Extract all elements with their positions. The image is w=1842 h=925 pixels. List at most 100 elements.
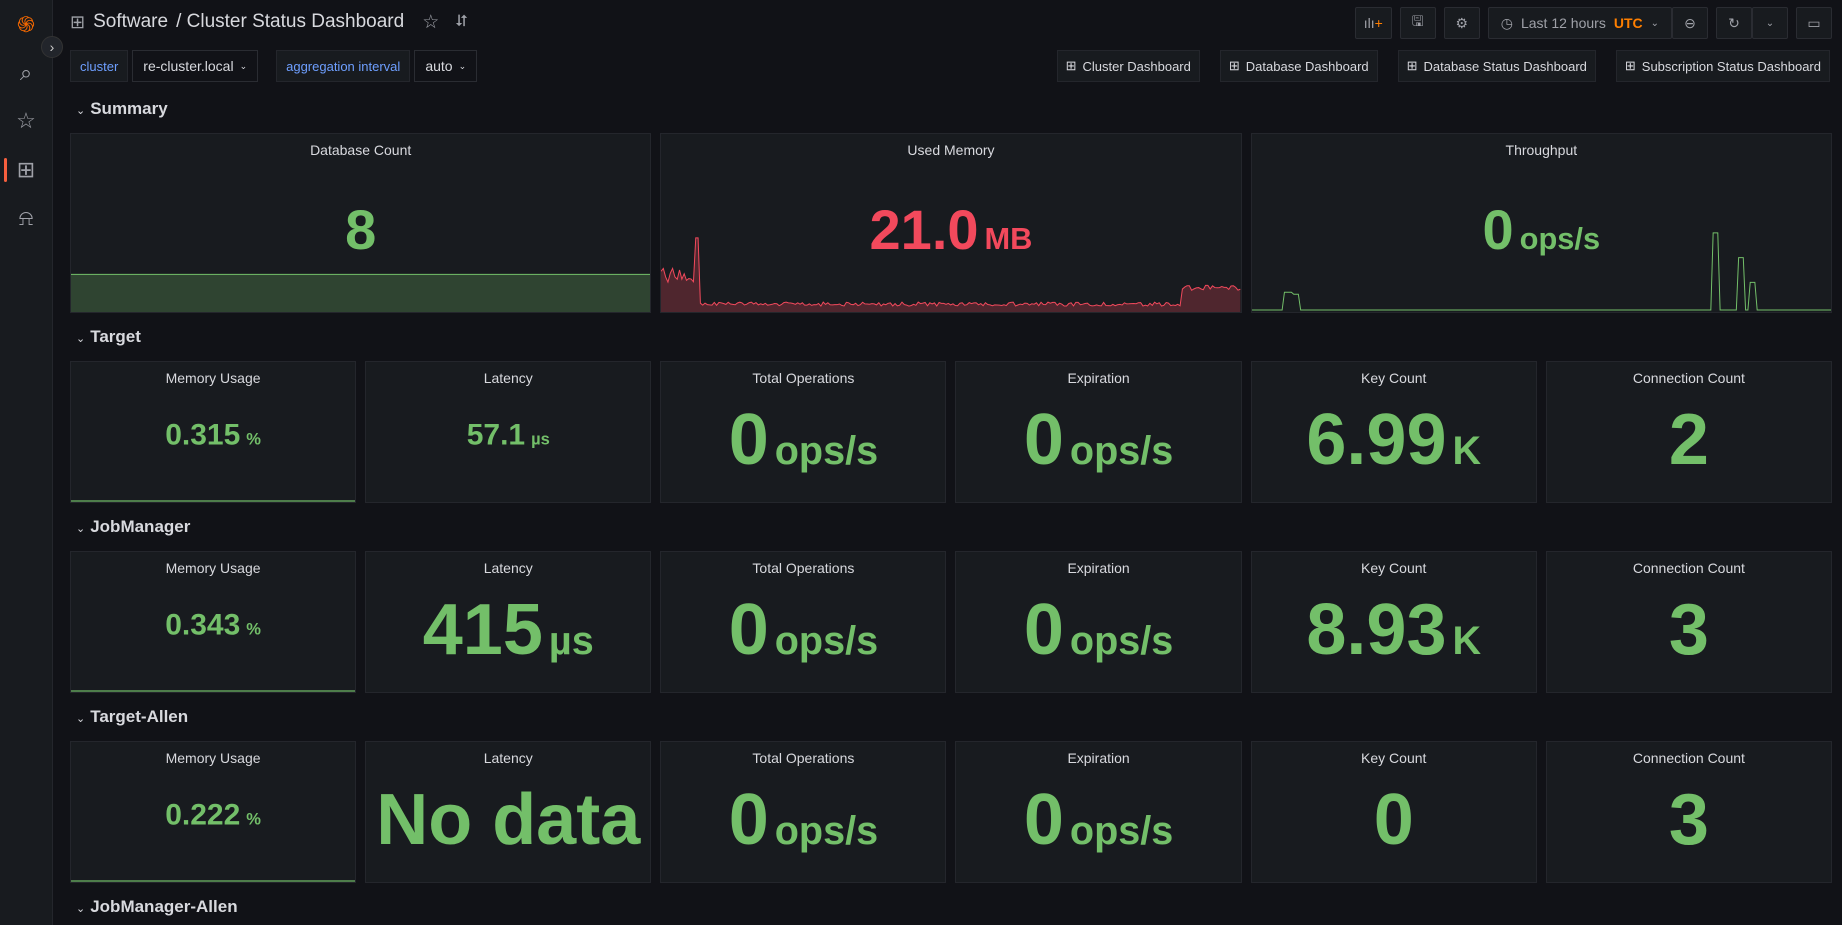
panel-expiration[interactable]: Expiration 0 ops/s [955, 361, 1241, 503]
grafana-logo-icon[interactable]: ֍ [14, 13, 38, 37]
panel-memory-usage[interactable]: Memory Usage 0.343% [70, 551, 356, 693]
link-label: Database Status Dashboard [1424, 59, 1587, 74]
panel-value: No data [366, 779, 650, 861]
interval-select[interactable]: auto ⌄ [414, 50, 477, 82]
value-number: 3 [1669, 780, 1709, 860]
panel-value: 57.1 µs [366, 418, 650, 452]
value-number: 0.315 [165, 418, 240, 451]
row-header-target[interactable]: ⌄ Target [76, 327, 141, 347]
value-unit: µs [531, 430, 550, 448]
link-label: Subscription Status Dashboard [1642, 59, 1821, 74]
variable-label-cluster: cluster [70, 50, 128, 82]
panel-value: 0 ops/s [956, 779, 1240, 861]
panel-value: 0 ops/s [661, 589, 945, 671]
dashboards-icon[interactable]: ⊞ [14, 158, 38, 182]
link-subscription-status-dashboard[interactable]: ⊞ Subscription Status Dashboard [1616, 50, 1830, 82]
value-unit: ops/s [1520, 221, 1600, 256]
dashboard-links: ⊞ Cluster Dashboard ⊞ Database Dashboard ⊞… [1057, 50, 1830, 82]
value-unit: ops/s [775, 619, 878, 663]
panel-title: Database Count [71, 142, 650, 158]
panel-title: Connection Count [1547, 560, 1831, 576]
panel-throughput[interactable]: Throughput 0 ops/s [1251, 133, 1832, 313]
sparkline-baseline [71, 500, 355, 502]
target-allen-panels: Memory Usage 0.222% Latency No data Total Op… [70, 741, 1832, 883]
time-picker[interactable]: ◷ Last 12 hours UTC ⌄ [1488, 7, 1672, 39]
panel-key-count[interactable]: Key Count 6.99 K [1251, 361, 1537, 503]
value-number: 2 [1669, 400, 1709, 480]
panel-connection-count[interactable]: Connection Count 2 [1546, 361, 1832, 503]
cluster-select[interactable]: re-cluster.local ⌄ [132, 50, 258, 82]
panel-key-count[interactable]: Key Count 8.93 K [1251, 551, 1537, 693]
chevron-down-icon: ⌄ [1651, 18, 1659, 29]
chevron-down-icon: ⌄ [76, 523, 85, 535]
panel-title: Memory Usage [71, 750, 355, 766]
add-panel-icon: ılı+ [1364, 15, 1383, 31]
panel-value: 6.99 K [1252, 399, 1536, 481]
search-icon[interactable]: ⌕ [14, 61, 38, 85]
save-button[interactable]: 🖫 [1400, 7, 1436, 39]
panel-latency[interactable]: Latency 415 µs [365, 551, 651, 693]
dashboards-icon: ⊞ [1066, 58, 1077, 74]
panel-memory-usage[interactable]: Memory Usage 0.315% [70, 361, 356, 503]
expand-sidebar-button[interactable]: › [41, 36, 63, 58]
panel-expiration[interactable]: Expiration 0 ops/s [955, 741, 1241, 883]
panel-value: 0 ops/s [956, 399, 1240, 481]
folder-link[interactable]: Software [93, 11, 168, 33]
chevron-down-icon: ⌄ [76, 713, 85, 725]
panel-title: Total Operations [661, 560, 945, 576]
panel-connection-count[interactable]: Connection Count 3 [1546, 741, 1832, 883]
panel-expiration[interactable]: Expiration 0 ops/s [955, 551, 1241, 693]
row-title: JobManager-Allen [90, 897, 237, 916]
value-number: 57.1 [467, 418, 525, 451]
timezone: UTC [1614, 15, 1643, 31]
panel-connection-count[interactable]: Connection Count 3 [1546, 551, 1832, 693]
zoom-out-button[interactable]: ⊖ [1672, 7, 1708, 39]
chevron-down-icon: ⌄ [240, 61, 248, 72]
panel-title: Expiration [956, 370, 1240, 386]
row-header-summary[interactable]: ⌄ Summary [76, 99, 168, 119]
settings-button[interactable]: ⚙ [1444, 7, 1480, 39]
value-number: 0.222 [165, 798, 240, 831]
bell-icon[interactable]: ⍾ [14, 206, 38, 230]
add-panel-button[interactable]: ılı+ [1355, 7, 1392, 39]
refresh-interval-dropdown[interactable]: ⌄ [1752, 7, 1788, 39]
link-label: Database Dashboard [1246, 59, 1369, 74]
jobmanager-panels: Memory Usage 0.343% Latency 415 µs Total Oper… [70, 551, 1832, 693]
panel-key-count[interactable]: Key Count 0 [1251, 741, 1537, 883]
zoom-out-icon: ⊖ [1684, 15, 1696, 32]
panel-total-operations[interactable]: Total Operations 0 ops/s [660, 741, 946, 883]
star-icon[interactable]: ☆ [14, 109, 38, 133]
panel-title: Expiration [956, 560, 1240, 576]
link-cluster-dashboard[interactable]: ⊞ Cluster Dashboard [1057, 50, 1200, 82]
target-panels: Memory Usage 0.315% Latency 57.1 µs Total Ope… [70, 361, 1832, 503]
cluster-value: re-cluster.local [143, 58, 233, 74]
chevron-down-icon: ⌄ [76, 333, 85, 345]
panel-total-operations[interactable]: Total Operations 0 ops/s [660, 551, 946, 693]
panel-title: Memory Usage [71, 560, 355, 576]
row-header-target-allen[interactable]: ⌄ Target-Allen [76, 707, 188, 727]
row-header-jobmanager-allen[interactable]: ⌄ JobManager-Allen [76, 897, 238, 917]
dashboards-icon: ⊞ [1407, 58, 1418, 74]
panel-title: Memory Usage [71, 370, 355, 386]
panel-total-operations[interactable]: Total Operations 0 ops/s [660, 361, 946, 503]
panel-value: 2 [1547, 399, 1831, 481]
panel-value: 0 [1252, 779, 1536, 861]
star-icon[interactable]: ☆ [422, 11, 439, 34]
link-database-dashboard[interactable]: ⊞ Database Dashboard [1220, 50, 1378, 82]
value-unit: ops/s [1070, 619, 1173, 663]
value-number: 415 [423, 590, 543, 670]
share-icon[interactable]: ⮃ [455, 13, 468, 31]
tv-mode-button[interactable]: ▭ [1796, 7, 1832, 39]
panel-latency[interactable]: Latency No data [365, 741, 651, 883]
panel-latency[interactable]: Latency 57.1 µs [365, 361, 651, 503]
sparkline-baseline [71, 880, 355, 882]
row-header-jobmanager[interactable]: ⌄ JobManager [76, 517, 190, 537]
panel-memory-usage[interactable]: Memory Usage 0.222% [70, 741, 356, 883]
panel-used-memory[interactable]: Used Memory 21.0 MB [660, 133, 1241, 313]
save-icon: 🖫 [1412, 11, 1424, 35]
value-number: 6.99 [1306, 400, 1446, 480]
value-unit: % [246, 430, 261, 448]
panel-database-count[interactable]: Database Count 8 [70, 133, 651, 313]
refresh-button[interactable]: ↻ [1716, 7, 1752, 39]
link-database-status-dashboard[interactable]: ⊞ Database Status Dashboard [1398, 50, 1596, 82]
